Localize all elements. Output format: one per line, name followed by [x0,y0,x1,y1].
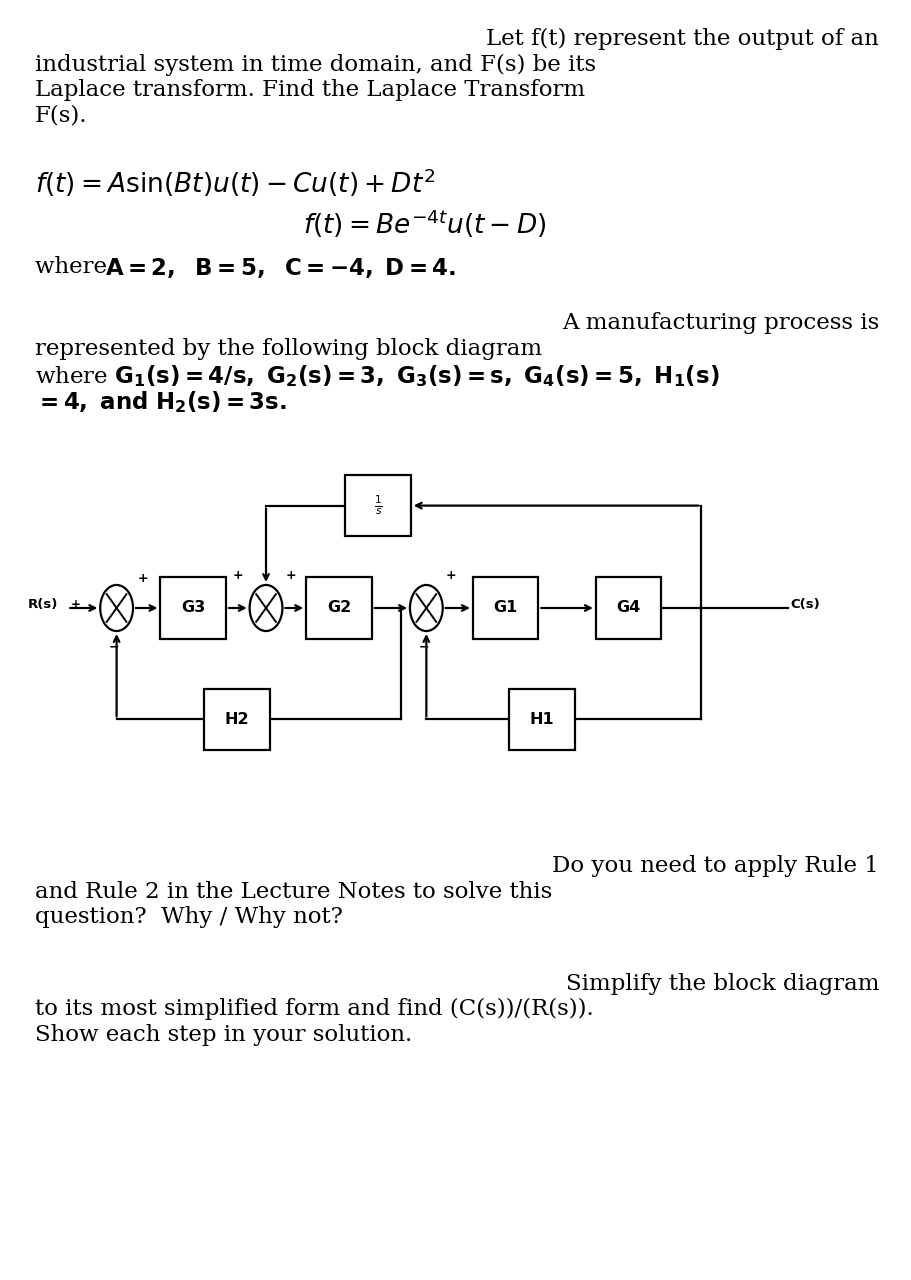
Text: industrial system in time domain, and F(s) be its: industrial system in time domain, and F(… [35,54,596,76]
Text: $\frac{1}{s}$: $\frac{1}{s}$ [374,494,383,517]
Text: C(s): C(s) [791,598,821,611]
Text: +: + [445,570,456,582]
Text: Simplify the block diagram: Simplify the block diagram [566,973,879,995]
Text: $\mathbf{A{=}2,\ \ B{=}5,\ \ C{=}{-}4,\ D = 4.}$: $\mathbf{A{=}2,\ \ B{=}5,\ \ C{=}{-}4,\ … [105,256,456,280]
Circle shape [100,585,133,631]
Text: Do you need to apply Rule 1: Do you need to apply Rule 1 [552,855,879,877]
Bar [596,577,661,639]
Text: where $\mathbf{G_1(s) = 4/s,\ G_2(s) = 3,\ G_3(s) = s,\ G_4(s) = 5,\ H_1(s)}$: where $\mathbf{G_1(s) = 4/s,\ G_2(s) = 3… [35,364,719,389]
Text: question?  Why / Why not?: question? Why / Why not? [35,906,343,928]
Text: Laplace transform. Find the Laplace Transform: Laplace transform. Find the Laplace Tran… [35,79,585,101]
Circle shape [250,585,282,631]
Text: A manufacturing process is: A manufacturing process is [562,312,879,334]
Bar [509,689,575,750]
Text: where: where [35,256,121,278]
Text: −: − [108,641,119,654]
Circle shape [410,585,443,631]
Text: to its most simplified form and find (C(s))/(R(s)).: to its most simplified form and find (C(… [35,998,593,1020]
Text: represented by the following block diagram: represented by the following block diagr… [35,338,542,360]
Text: H1: H1 [529,712,555,727]
Bar [473,577,538,639]
Text: $\mathbf{= 4,\ and\ H_2(s) = 3s.}$: $\mathbf{= 4,\ and\ H_2(s) = 3s.}$ [35,389,286,415]
Bar [345,475,411,536]
Text: +: + [285,570,296,582]
Bar [204,689,270,750]
Text: +: + [138,572,148,585]
Text: +: + [71,598,81,611]
Text: Show each step in your solution.: Show each step in your solution. [35,1024,412,1046]
Text: H2: H2 [224,712,250,727]
Text: −: − [418,641,429,654]
Text: and Rule 2 in the Lecture Notes to solve this: and Rule 2 in the Lecture Notes to solve… [35,881,552,902]
Bar [306,577,372,639]
Text: +: + [233,570,243,582]
Text: F(s).: F(s). [35,105,87,127]
Text: $f(t) = Be^{-4t}u(t - D)$: $f(t) = Be^{-4t}u(t - D)$ [303,207,547,239]
Text: $f(t) = A\sin(Bt)u(t) - Cu(t) + Dt^2$: $f(t) = A\sin(Bt)u(t) - Cu(t) + Dt^2$ [35,166,435,198]
Text: G1: G1 [494,600,517,616]
Text: G2: G2 [327,600,351,616]
Text: R(s): R(s) [27,598,57,611]
Text: G3: G3 [181,600,205,616]
Text: Let f(t) represent the output of an: Let f(t) represent the output of an [486,28,879,50]
Bar [160,577,226,639]
Text: G4: G4 [617,600,640,616]
